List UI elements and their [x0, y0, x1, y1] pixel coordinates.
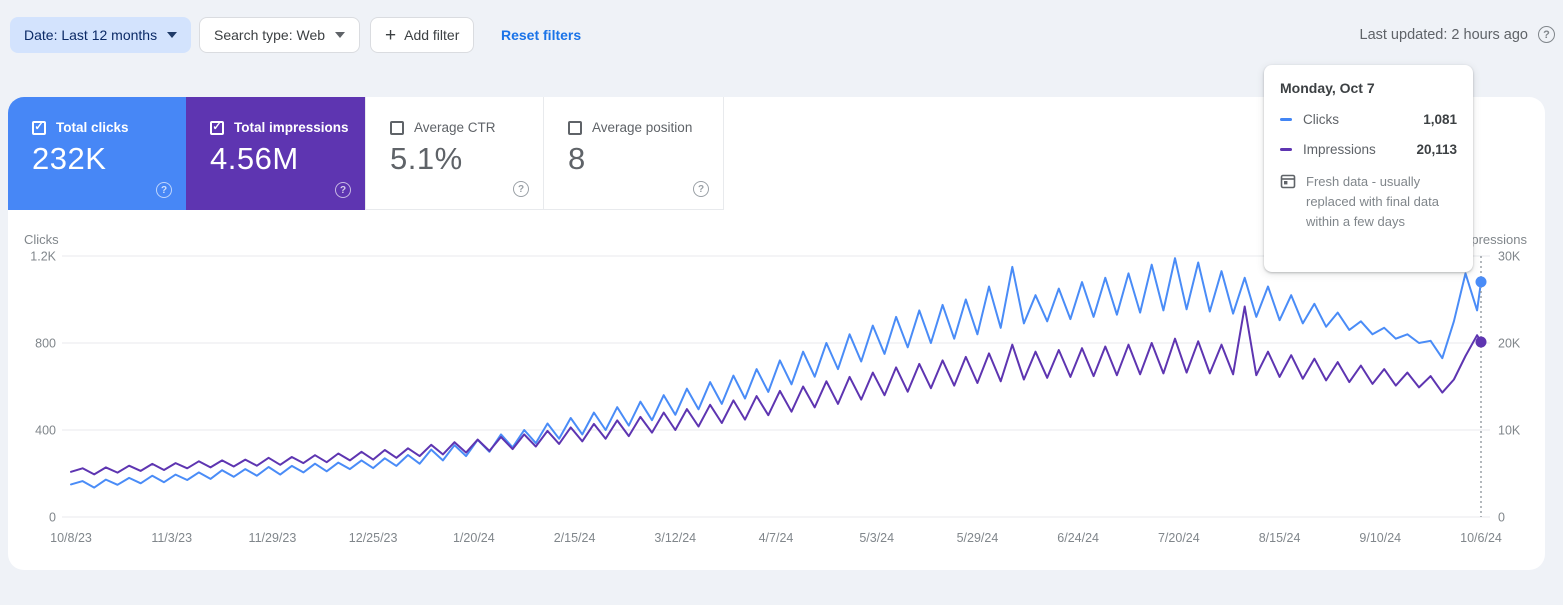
tooltip-date: Monday, Oct 7 [1280, 80, 1375, 96]
svg-text:8/15/24: 8/15/24 [1259, 531, 1301, 545]
svg-text:11/3/23: 11/3/23 [151, 531, 192, 545]
fresh-data-text: Fresh data - usually replaced with final… [1306, 174, 1439, 230]
total-clicks-label: Total clicks [56, 120, 129, 135]
search-type-chip[interactable]: Search type: Web [199, 17, 361, 53]
svg-text:10K: 10K [1498, 424, 1521, 438]
help-icon[interactable]: ? [693, 181, 709, 197]
help-icon[interactable]: ? [513, 181, 529, 197]
average-position-value: 8 [568, 141, 586, 176]
svg-text:6/24/24: 6/24/24 [1057, 531, 1099, 545]
total-clicks-value: 232K [32, 141, 107, 176]
date-filter-chip[interactable]: Date: Last 12 months [10, 17, 192, 53]
average-ctr-value: 5.1% [390, 141, 463, 176]
last-updated-text: Last updated: 2 hours ago [1359, 27, 1529, 43]
svg-text:3/12/24: 3/12/24 [654, 531, 696, 545]
average-ctr-checkbox[interactable]: ✓ [390, 120, 404, 135]
date-filter-label: Date: Last 12 months [24, 27, 158, 43]
svg-text:4/7/24: 4/7/24 [759, 531, 794, 545]
add-filter-button[interactable]: + Add filter [370, 17, 475, 53]
tooltip-impressions-value: 20,113 [1416, 142, 1457, 157]
help-icon[interactable]: ? [156, 182, 172, 198]
svg-text:5/29/24: 5/29/24 [957, 531, 999, 545]
svg-text:10/8/23: 10/8/23 [50, 531, 92, 545]
svg-text:11/29/23: 11/29/23 [249, 531, 297, 545]
help-icon[interactable]: ? [335, 182, 351, 198]
svg-text:0: 0 [49, 511, 56, 525]
tooltip-impressions-label: Impressions [1303, 142, 1376, 157]
svg-text:2/15/24: 2/15/24 [554, 531, 596, 545]
search-type-label: Search type: Web [214, 27, 326, 43]
average-ctr-card[interactable]: ✓ Average CTR 5.1% ? [365, 97, 544, 210]
add-filter-label: Add filter [404, 27, 460, 43]
svg-text:400: 400 [35, 424, 56, 438]
svg-text:800: 800 [35, 337, 56, 351]
average-position-card[interactable]: ✓ Average position 8 ? [544, 97, 724, 210]
average-position-checkbox[interactable]: ✓ [568, 120, 582, 135]
total-clicks-card[interactable]: ✓ Total clicks 232K ? [8, 97, 186, 210]
total-impressions-checkbox[interactable]: ✓ [210, 120, 224, 135]
svg-text:30K: 30K [1498, 250, 1521, 264]
svg-text:1/20/24: 1/20/24 [453, 531, 495, 545]
svg-text:5/3/24: 5/3/24 [859, 531, 894, 545]
average-ctr-label: Average CTR [414, 120, 496, 135]
svg-text:Impressions: Impressions [1457, 232, 1528, 247]
average-position-label: Average position [592, 120, 693, 135]
impressions-series-swatch [1280, 147, 1292, 152]
calendar-icon [1280, 174, 1296, 189]
svg-text:1.2K: 1.2K [30, 250, 56, 264]
fresh-data-note: Fresh data - usually replaced with final… [1280, 172, 1457, 232]
svg-text:Clicks: Clicks [24, 232, 59, 247]
plus-icon: + [385, 24, 397, 46]
total-impressions-value: 4.56M [210, 141, 299, 176]
svg-text:12/25/23: 12/25/23 [349, 531, 398, 545]
svg-text:7/20/24: 7/20/24 [1158, 531, 1200, 545]
chevron-down-icon [335, 32, 346, 38]
clicks-series-swatch [1280, 117, 1292, 122]
toolbar: Date: Last 12 months Search type: Web + … [0, 0, 1563, 70]
total-impressions-label: Total impressions [234, 120, 349, 135]
reset-filters-link[interactable]: Reset filters [501, 27, 582, 43]
svg-text:9/10/24: 9/10/24 [1359, 531, 1401, 545]
tooltip-impressions-row: Impressions 20,113 [1280, 142, 1457, 157]
svg-text:0: 0 [1498, 511, 1505, 525]
help-icon[interactable]: ? [1538, 26, 1555, 43]
performance-chart[interactable]: 0 0 400 10K 800 20K 1.2K 30K Clicks Impressions 10… [8, 97, 1545, 570]
svg-text:20K: 20K [1498, 337, 1521, 351]
total-impressions-card[interactable]: ✓ Total impressions 4.56M ? [186, 97, 365, 210]
tooltip-clicks-row: Clicks 1,081 [1280, 112, 1457, 127]
chart-hover-tooltip: Monday, Oct 7 Clicks 1,081 Impressions 2… [1264, 65, 1473, 272]
total-clicks-checkbox[interactable]: ✓ [32, 120, 46, 135]
tooltip-clicks-value: 1,081 [1423, 112, 1457, 127]
tooltip-clicks-label: Clicks [1303, 112, 1339, 127]
svg-text:10/6/24: 10/6/24 [1460, 531, 1502, 545]
chevron-down-icon [167, 32, 178, 38]
